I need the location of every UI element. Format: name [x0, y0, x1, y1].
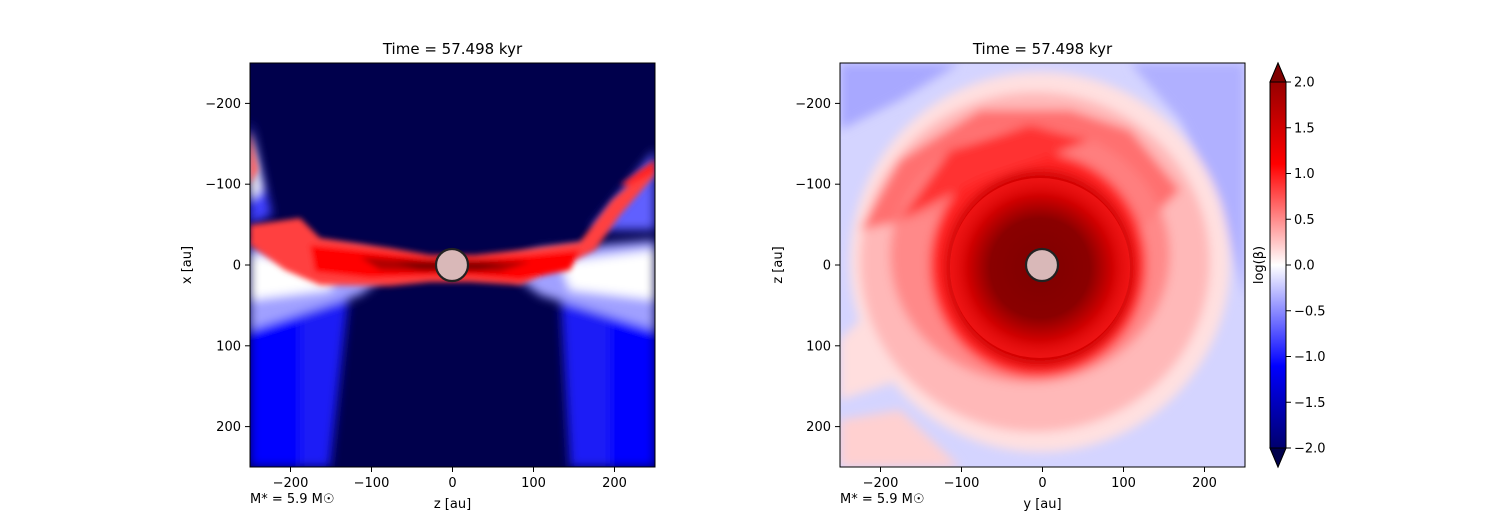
x-tick-label: −200 — [863, 476, 899, 491]
x-tick-label: −200 — [273, 476, 309, 491]
y-tick-label: 200 — [216, 420, 241, 435]
colorbar-tick-label: −1.5 — [1294, 396, 1326, 411]
colorbar-extend-max — [1269, 61, 1287, 83]
colorbar-tick-label: 0.5 — [1294, 213, 1315, 228]
x-tick-label: 0 — [448, 476, 456, 491]
x-tick-label: −100 — [354, 476, 390, 491]
colorbar-tick-label: 2.0 — [1294, 76, 1315, 91]
y-tick-label: −100 — [205, 178, 241, 193]
colorbar: 2.0 1.5 1.0 0.5 0.0 −0.5 −1.0 −1.5 −2.0 log(β) — [1252, 61, 1326, 469]
left-panel: −200 −100 0 100 200 200 100 0 −100 −200 Time = 5… — [180, 40, 656, 512]
x-tick-label: 0 — [1038, 476, 1046, 491]
left-sink-particle — [434, 247, 470, 283]
x-tick-label: 100 — [1111, 476, 1136, 491]
y-tick-label: 0 — [823, 259, 831, 274]
left-y-ticks: 200 100 0 −100 −200 — [205, 97, 250, 435]
y-tick-label: −100 — [795, 178, 831, 193]
right-panel: −200 −100 0 100 200 200 100 0 −100 −200 Time = 5… — [771, 40, 1246, 512]
right-x-ticks: −200 −100 0 100 200 — [863, 467, 1217, 491]
colorbar-ticks: 2.0 1.5 1.0 0.5 0.0 −0.5 −1.0 −1.5 −2.0 — [1286, 76, 1326, 457]
right-mass-annotation: M* = 5.9 M☉ — [840, 492, 925, 507]
colorbar-extend-min — [1269, 447, 1287, 469]
left-xlabel: z [au] — [434, 497, 471, 512]
left-ylabel: x [au] — [180, 246, 195, 284]
x-tick-label: 200 — [1192, 476, 1217, 491]
colorbar-tick-label: 0.0 — [1294, 259, 1315, 274]
colorbar-tick-label: −2.0 — [1294, 442, 1326, 457]
x-tick-label: 200 — [602, 476, 627, 491]
colorbar-label: log(β) — [1252, 246, 1267, 284]
y-tick-label: 200 — [806, 420, 831, 435]
colorbar-body — [1269, 61, 1287, 469]
y-tick-label: 0 — [233, 259, 241, 274]
colorbar-tick-label: 1.0 — [1294, 167, 1315, 182]
left-heatmap — [250, 63, 655, 467]
colorbar-tick-label: −0.5 — [1294, 304, 1326, 319]
x-tick-label: 100 — [521, 476, 546, 491]
left-x-ticks: −200 −100 0 100 200 — [273, 467, 627, 491]
right-ylabel: z [au] — [771, 246, 786, 283]
y-tick-label: 100 — [216, 339, 241, 354]
left-title: Time = 57.498 kyr — [382, 40, 523, 58]
right-sink-particle — [1024, 247, 1060, 283]
y-tick-label: −200 — [795, 97, 831, 112]
y-tick-label: −200 — [205, 97, 241, 112]
x-tick-label: −100 — [944, 476, 980, 491]
right-xlabel: y [au] — [1023, 497, 1061, 512]
right-y-ticks: 200 100 0 −100 −200 — [795, 97, 840, 435]
colorbar-tick-label: 1.5 — [1294, 121, 1315, 136]
left-mass-annotation: M* = 5.9 M☉ — [250, 492, 335, 507]
right-title: Time = 57.498 kyr — [972, 40, 1113, 58]
colorbar-tick-label: −1.0 — [1294, 350, 1326, 365]
y-tick-label: 100 — [806, 339, 831, 354]
right-heatmap — [840, 63, 1245, 467]
